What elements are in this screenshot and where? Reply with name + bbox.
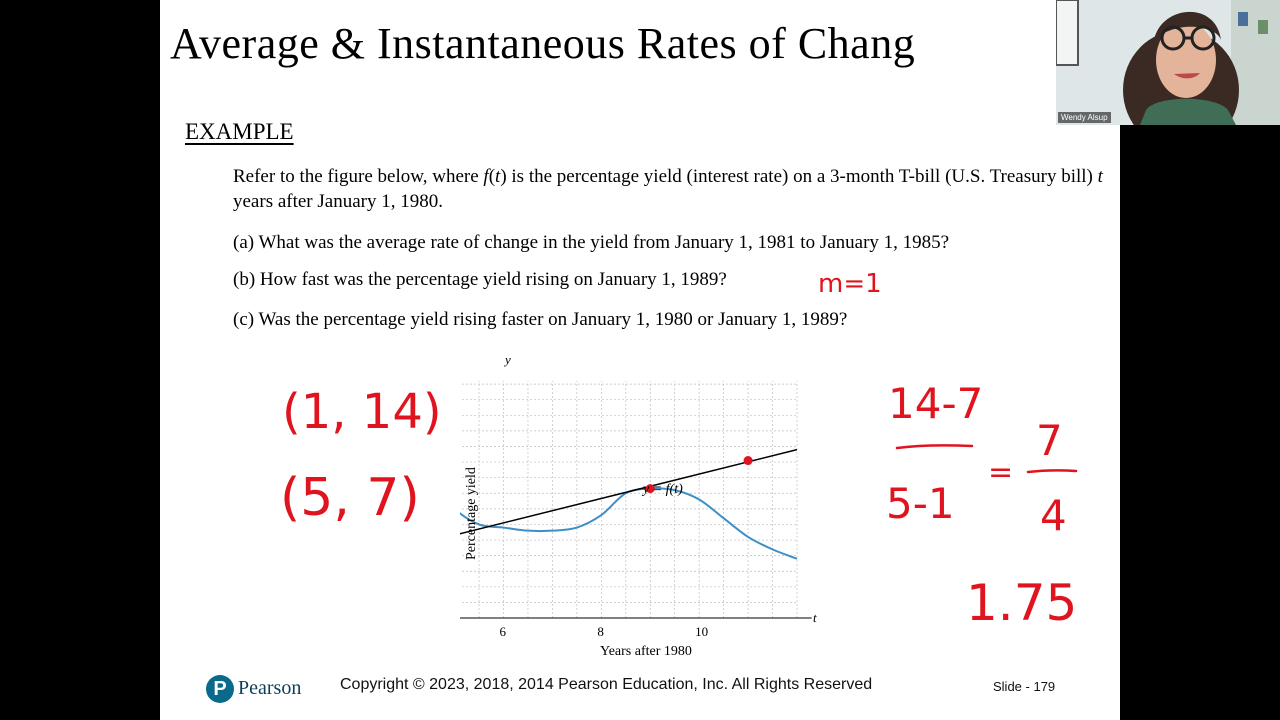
yield-chart: 0246810510 Years after 1980 Percentage y…	[460, 352, 817, 659]
presenter-image	[1056, 0, 1280, 125]
intro-paren: (	[488, 166, 496, 187]
question-c: (c) Was the percentage yield rising fast…	[233, 309, 848, 330]
intro-text-3: years after January 1, 1980.	[233, 191, 443, 212]
question-b: (b) How fast was the percentage yield ri…	[233, 269, 727, 290]
example-heading: EXAMPLE	[185, 119, 294, 144]
x-tick-label: 8	[597, 624, 604, 639]
intro-t2: t	[1097, 166, 1103, 187]
chart-ticks: 0246810510	[500, 624, 709, 639]
pearson-wordmark: Pearson	[238, 677, 302, 699]
intro-t: t	[495, 166, 501, 187]
x-tick-label: 6	[500, 624, 507, 639]
marked-point	[645, 484, 655, 494]
question-a: (a) What was the average rate of change …	[233, 232, 950, 253]
series-tangent-line	[460, 448, 798, 535]
x-axis-name: t	[813, 610, 817, 625]
series-curve-f	[460, 487, 798, 560]
chart-grid	[460, 381, 798, 619]
slide-number: Slide - 179	[993, 679, 1056, 694]
x-axis-label: Years after 1980	[600, 644, 692, 659]
pearson-p-icon: P	[206, 675, 234, 703]
y-axis-name: y	[503, 352, 511, 367]
slide: Average & Instantaneous Rates of Chang E…	[160, 0, 1120, 720]
x-tick-label: 10	[695, 624, 708, 639]
copyright-text: Copyright © 2023, 2018, 2014 Pearson Edu…	[340, 676, 873, 693]
chart-series	[460, 448, 798, 560]
intro-text-2: ) is the percentage yield (interest rate…	[500, 166, 1098, 187]
chart-axes	[460, 617, 812, 619]
marked-point	[743, 456, 753, 466]
intro-text-1: Refer to the figure below, where	[233, 166, 484, 187]
y-axis-label: Percentage yield	[464, 467, 479, 560]
presenter-webcam: Wendy Alsup	[1056, 0, 1280, 125]
intro-f: f	[483, 166, 489, 187]
intro-paragraph: Refer to the figure below, where f(t) is…	[233, 164, 1113, 214]
presenter-name-tag: Wendy Alsup	[1058, 112, 1111, 123]
curve-label: y = f(t)	[641, 482, 683, 497]
slide-title: Average & Instantaneous Rates of Chang	[170, 19, 916, 68]
